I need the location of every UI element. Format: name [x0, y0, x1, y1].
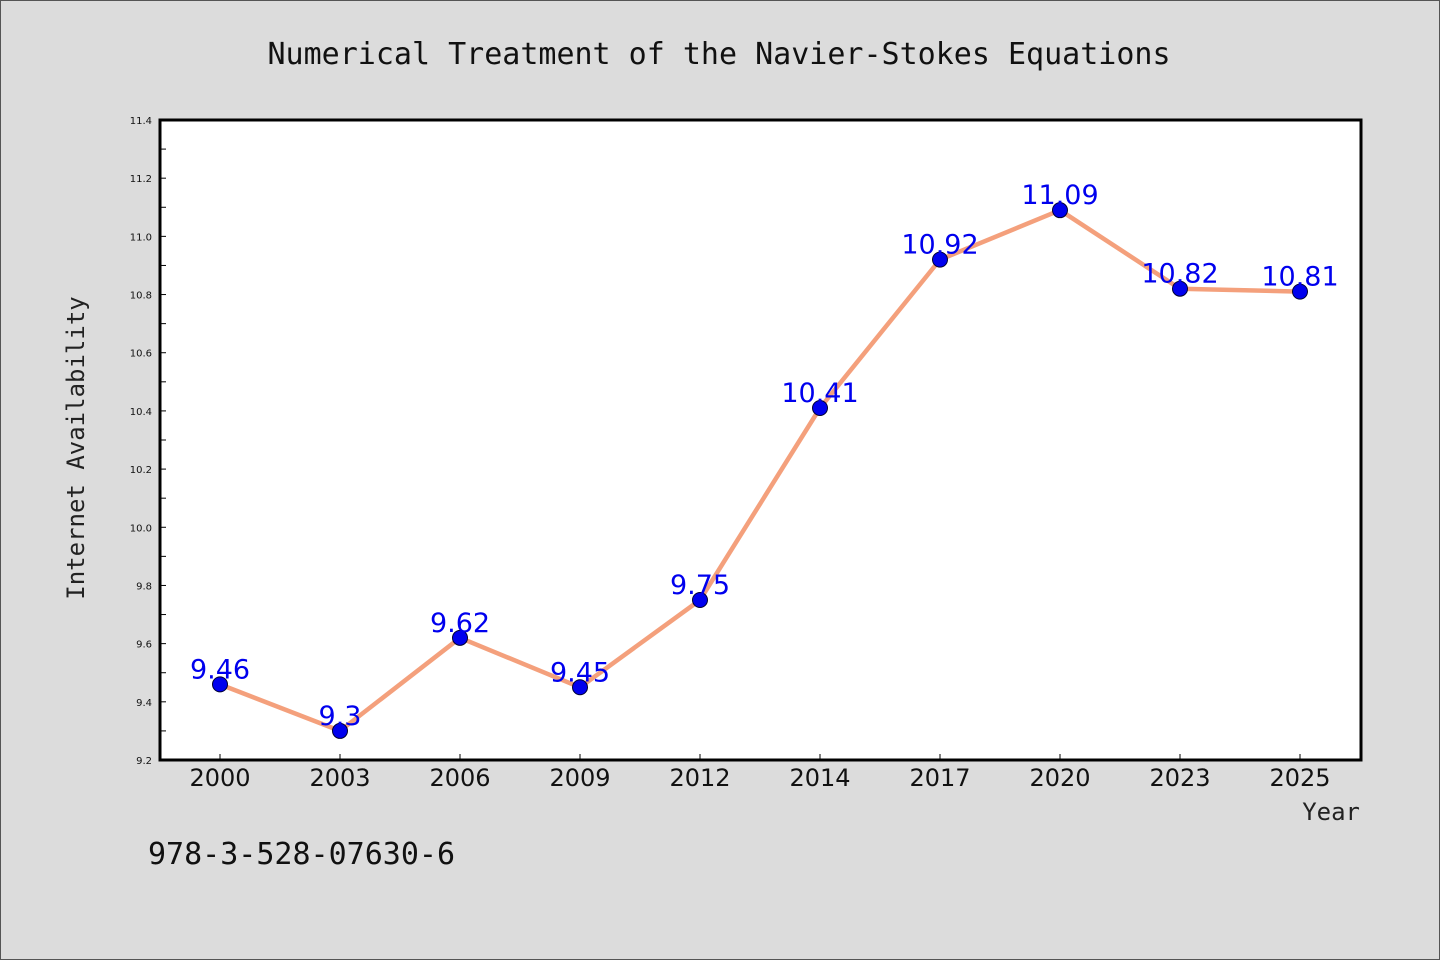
data-label: 10.92	[901, 230, 978, 261]
x-tick-label: 2012	[669, 764, 730, 792]
y-tick-label: 9.6	[136, 640, 152, 651]
data-label: 9.45	[550, 657, 610, 688]
series-path	[219, 207, 1301, 734]
y-tick-label: 10.6	[130, 349, 152, 360]
data-point	[572, 679, 588, 696]
x-tick-label: 2020	[1029, 764, 1090, 792]
x-axis: 2000 2003 2006 2009 2012 2014 2017 2020 2023 2025	[189, 754, 1331, 792]
data-label: 9.75	[670, 570, 730, 601]
data-point	[332, 722, 348, 739]
data-point	[932, 251, 948, 268]
data-label: 9.3	[319, 701, 362, 732]
data-point	[812, 400, 828, 416]
data-labels: 9.46 9.3 9.62 9.45 9.75 10.41 10.92 11.09 10.82 1…	[190, 180, 1339, 732]
data-point	[1172, 280, 1188, 297]
x-tick-label: 2006	[429, 764, 490, 792]
y-tick-label: 11.4	[130, 116, 152, 127]
data-label: 10.82	[1141, 259, 1218, 290]
y-axis-label: Internet Availability	[62, 296, 90, 599]
y-tick-label: 10.8	[130, 291, 152, 302]
x-tick-label: 2025	[1269, 764, 1330, 792]
plot-area	[158, 118, 1363, 762]
x-axis-label: Year	[1302, 798, 1360, 826]
chart-title: Numerical Treatment of the Navier-Stokes…	[267, 37, 1170, 72]
data-label: 9.46	[190, 654, 250, 685]
data-point	[1292, 283, 1308, 300]
data-label: 10.41	[781, 378, 858, 409]
data-point	[1052, 202, 1068, 219]
x-tick-label: 2023	[1149, 764, 1210, 792]
y-tick-label: 11.0	[130, 232, 152, 243]
y-tick-label: 9.4	[136, 698, 152, 709]
y-axis: 9.2 9.4 9.6 9.8 10.0 10.2 10.4 10.6 10.8 11.0 11.2…	[130, 116, 166, 767]
y-tick-label: 10.0	[130, 523, 152, 534]
data-point	[692, 592, 708, 608]
y-tick-label: 10.2	[130, 465, 152, 476]
data-label: 9.62	[430, 608, 490, 639]
x-tick-label: 2003	[309, 764, 370, 792]
y-tick-label: 10.4	[130, 407, 152, 418]
x-tick-label: 2009	[549, 764, 610, 792]
x-tick-label: 2017	[909, 764, 970, 792]
series-line	[212, 202, 1308, 739]
y-tick-label: 9.8	[136, 581, 152, 592]
x-tick-label: 2014	[789, 764, 850, 792]
x-tick-label: 2000	[189, 764, 250, 792]
isbn-annotation: 978-3-528-07630-6	[148, 837, 455, 872]
data-point	[212, 676, 228, 693]
y-tick-label: 9.2	[136, 756, 152, 767]
y-tick-label: 11.2	[130, 174, 152, 185]
data-point	[452, 629, 468, 646]
data-label: 10.81	[1261, 262, 1338, 293]
data-label: 11.09	[1021, 180, 1098, 211]
